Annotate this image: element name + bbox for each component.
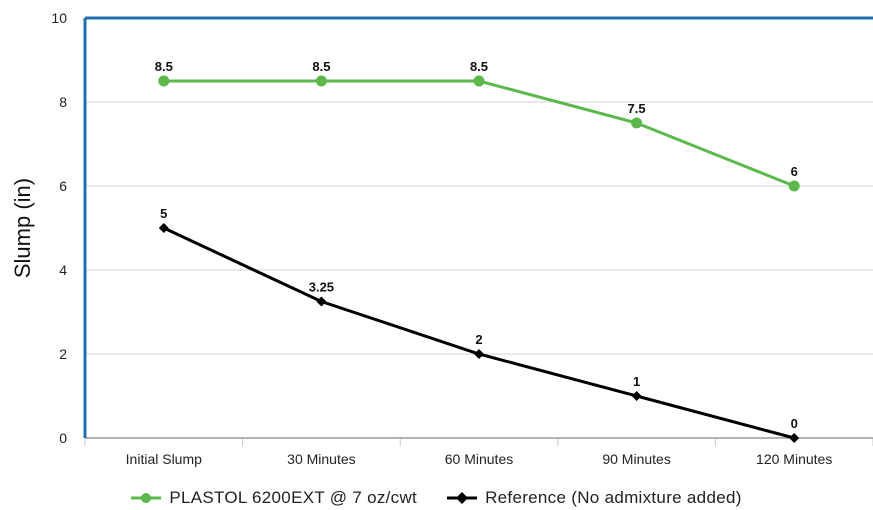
point-s1-4 — [789, 433, 800, 443]
legend: PLASTOL 6200EXT @ 7 oz/cwt Reference (No… — [0, 488, 873, 508]
y-tick-10: 10 — [51, 10, 67, 26]
y-tick-4: 4 — [59, 262, 67, 278]
x-tick-4: 120 Minutes — [756, 451, 832, 467]
legend-item-reference[interactable]: Reference (No admixture added) — [447, 488, 742, 508]
data-label-s0-0: 8.5 — [155, 59, 173, 74]
data-labels: 8.5 8.5 8.5 7.5 6 5 3.25 2 1 0 — [155, 59, 798, 431]
grid-lines — [84, 101, 873, 446]
x-tick-2: 60 Minutes — [445, 451, 513, 467]
legend-item-plastol[interactable]: PLASTOL 6200EXT @ 7 oz/cwt — [131, 488, 417, 508]
legend-swatch-plastol — [131, 493, 162, 503]
point-s1-2 — [474, 349, 484, 359]
y-tick-8: 8 — [59, 94, 67, 110]
legend-label-reference: Reference (No admixture added) — [485, 488, 742, 507]
data-label-s0-3: 7.5 — [628, 101, 646, 116]
x-tick-0: Initial Slump — [126, 451, 202, 467]
series-line-0 — [163, 79, 795, 188]
axes — [83, 16, 873, 439]
x-tick-labels: Initial Slump 30 Minutes 60 Minutes 90 Minu… — [126, 451, 833, 467]
legend-label-plastol: PLASTOL 6200EXT @ 7 oz/cwt — [169, 488, 418, 507]
data-label-s0-4: 6 — [791, 164, 798, 179]
point-s0-3 — [631, 117, 643, 129]
data-label-s0-1: 8.5 — [312, 59, 330, 74]
point-s0-1 — [315, 75, 327, 87]
x-tick-3: 90 Minutes — [602, 451, 670, 467]
data-label-s1-0: 5 — [160, 206, 167, 221]
point-s1-0 — [158, 223, 169, 233]
point-s1-3 — [631, 391, 642, 401]
series — [158, 75, 800, 443]
y-tick-0: 0 — [59, 430, 67, 446]
data-label-s1-3: 1 — [633, 374, 640, 389]
y-tick-labels: 0 2 4 6 8 10 — [51, 10, 67, 446]
data-label-s1-2: 2 — [475, 332, 482, 347]
data-label-s0-2: 8.5 — [470, 59, 488, 74]
x-tick-1: 30 Minutes — [287, 451, 355, 467]
y-axis-label: Slump (in) — [10, 178, 35, 278]
y-tick-6: 6 — [59, 178, 67, 194]
point-s0-4 — [788, 180, 800, 192]
data-label-s1-4: 0 — [791, 416, 798, 431]
point-s0-2 — [473, 75, 485, 87]
y-tick-2: 2 — [59, 346, 67, 362]
point-s0-0 — [158, 75, 170, 87]
legend-swatch-reference — [447, 492, 478, 504]
point-s1-1 — [316, 296, 327, 307]
data-label-s1-1: 3.25 — [309, 280, 334, 295]
